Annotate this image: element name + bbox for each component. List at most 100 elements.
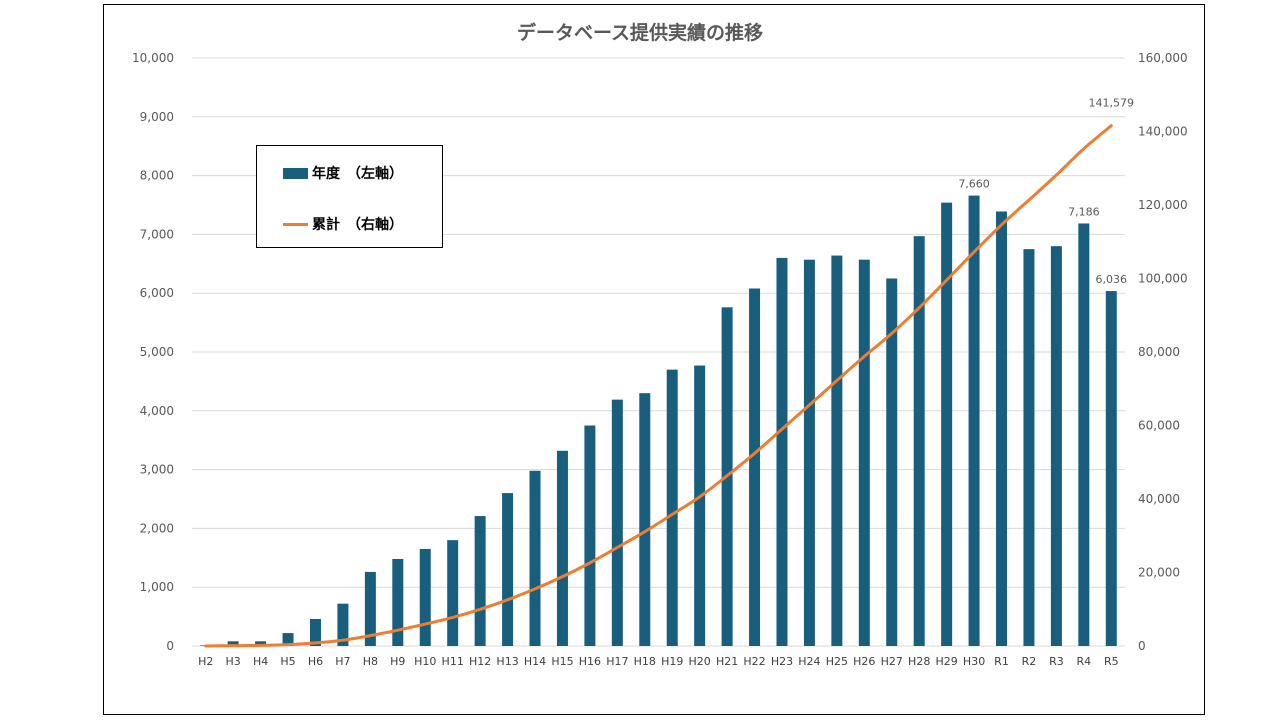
left-tick-label: 10,000: [132, 51, 174, 65]
bar: [1023, 249, 1035, 646]
left-tick-label: 0: [166, 639, 174, 653]
bar: [913, 236, 925, 646]
x-tick-label: H26: [853, 655, 875, 668]
x-tick-label: R4: [1077, 655, 1092, 668]
bar: [392, 558, 404, 646]
legend-bar-label: 年度 （左軸）: [312, 166, 403, 182]
x-tick-label: H19: [661, 655, 683, 668]
left-tick-label: 7,000: [140, 227, 174, 241]
bar: [803, 259, 815, 646]
right-tick-label: 40,000: [1138, 492, 1180, 506]
bar: [694, 365, 706, 646]
right-tick-label: 20,000: [1138, 566, 1180, 580]
x-tick-label: H20: [689, 655, 711, 668]
bar: [858, 259, 870, 646]
x-tick-label: H8: [363, 655, 378, 668]
cumulative-line: [204, 124, 1113, 648]
bar: [1050, 246, 1062, 646]
left-tick-label: 5,000: [140, 345, 174, 359]
x-tick-label: H17: [606, 655, 628, 668]
left-tick-label: 6,000: [140, 286, 174, 300]
left-tick-label: 4,000: [140, 404, 174, 418]
x-tick-label: H9: [390, 655, 405, 668]
left-tick-label: 1,000: [140, 580, 174, 594]
x-tick-label: H13: [496, 655, 518, 668]
x-tick-label: H10: [414, 655, 436, 668]
bar: [886, 278, 898, 646]
x-tick-label: H4: [253, 655, 268, 668]
x-tick-label: H28: [908, 655, 930, 668]
bar: [831, 255, 843, 646]
bar: [282, 633, 294, 646]
bar: [309, 618, 321, 646]
x-tick-label: R5: [1104, 655, 1119, 668]
bar: [666, 369, 678, 646]
chart-title: データベース提供実績の推移: [516, 22, 764, 44]
x-tick-label: H6: [308, 655, 323, 668]
data-label: 7,186: [1068, 205, 1100, 218]
x-tick-label: H18: [634, 655, 656, 668]
right-tick-label: 140,000: [1138, 125, 1188, 139]
x-tick-label: H23: [771, 655, 793, 668]
bar: [419, 548, 431, 646]
left-tick-label: 9,000: [140, 110, 174, 124]
bar: [1078, 223, 1090, 646]
bar: [1105, 291, 1117, 646]
bar: [474, 516, 486, 646]
x-tick-label: H21: [716, 655, 738, 668]
legend-line-label: 累計 （右軸）: [312, 217, 403, 233]
bar: [941, 202, 953, 646]
bar: [584, 425, 596, 646]
legend-item-line: 累計 （右軸）: [283, 214, 403, 234]
bar: [996, 211, 1008, 646]
left-tick-label: 2,000: [140, 521, 174, 535]
right-tick-label: 160,000: [1138, 51, 1188, 65]
left-tick-label: 8,000: [140, 169, 174, 183]
bar: [337, 603, 349, 646]
x-tick-label: H24: [798, 655, 820, 668]
bar: [364, 571, 376, 646]
bar: [556, 450, 568, 646]
legend-line-swatch: [283, 222, 308, 226]
x-tick-label: H27: [881, 655, 903, 668]
x-tick-label: R3: [1049, 655, 1064, 668]
data-label: 141,579: [1089, 97, 1135, 110]
legend-item-bar: 年度 （左軸）: [283, 163, 403, 183]
right-tick-label: 0: [1138, 639, 1146, 653]
right-tick-label: 100,000: [1138, 272, 1188, 286]
x-tick-label: H15: [551, 655, 573, 668]
bar: [776, 257, 788, 646]
left-tick-label: 3,000: [140, 463, 174, 477]
bar: [639, 393, 651, 646]
bar: [968, 195, 980, 647]
x-tick-label: R1: [994, 655, 1009, 668]
x-tick-label: H2: [198, 655, 213, 668]
legend-bar-swatch: [283, 167, 308, 179]
bar: [529, 470, 541, 646]
bar: [749, 288, 761, 646]
chart-frame: [103, 4, 1205, 715]
x-tick-label: H5: [280, 655, 295, 668]
x-tick-label: R2: [1022, 655, 1037, 668]
data-label: 7,660: [958, 178, 990, 191]
right-tick-label: 120,000: [1138, 198, 1188, 212]
x-tick-label: H11: [442, 655, 464, 668]
bar: [502, 493, 514, 646]
x-tick-label: H14: [524, 655, 546, 668]
x-tick-label: H7: [335, 655, 350, 668]
bar: [447, 540, 459, 646]
bar: [255, 641, 267, 646]
x-tick-label: H30: [963, 655, 985, 668]
right-tick-label: 80,000: [1138, 345, 1180, 359]
bar: [611, 399, 623, 646]
right-tick-label: 60,000: [1138, 419, 1180, 433]
x-tick-label: H16: [579, 655, 601, 668]
bar: [227, 641, 239, 646]
x-tick-label: H22: [743, 655, 765, 668]
chart-legend: 年度 （左軸） 累計 （右軸）: [256, 145, 443, 248]
x-tick-label: H3: [226, 655, 241, 668]
x-tick-label: H29: [935, 655, 957, 668]
x-tick-label: H25: [826, 655, 848, 668]
data-label: 6,036: [1096, 273, 1128, 286]
